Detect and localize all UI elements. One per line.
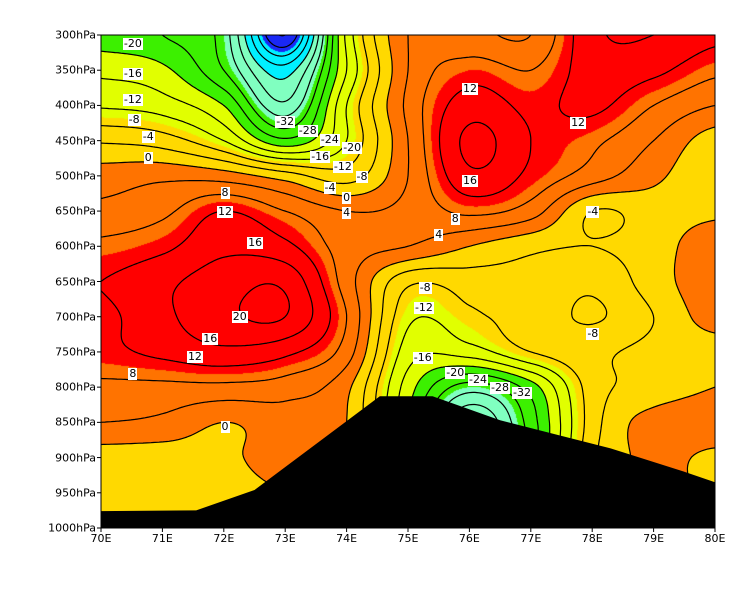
x-tick-label: 73E: [274, 532, 296, 545]
contour-label: 12: [186, 349, 203, 363]
y-tick-label: 350hPa: [55, 63, 96, 77]
axis-ticks: [97, 34, 716, 532]
contour-label: -32: [512, 385, 532, 399]
contour-label: -28: [297, 123, 318, 137]
contour-label: 12: [217, 204, 234, 218]
contour-label: -4: [141, 130, 155, 144]
y-tick-label: 650hPa: [55, 204, 96, 218]
y-tick-label: 1000hPa: [48, 521, 96, 535]
contour-label: -4: [323, 180, 337, 194]
contour-lines: [100, 34, 716, 528]
contour-label: -16: [310, 149, 331, 163]
y-tick-label: 400hPa: [55, 98, 96, 112]
contour-label: 0: [220, 420, 230, 434]
y-tick-label: 950hPa: [55, 486, 96, 500]
contour-line-4: [100, 34, 716, 423]
contour-label: -8: [418, 280, 432, 294]
contour-label: 12: [462, 82, 478, 96]
contour-line-16: [172, 34, 654, 347]
y-tick-label: 850hPa: [55, 415, 96, 429]
contour-label: -24: [319, 132, 340, 146]
contour-line--44: [250, 34, 310, 66]
y-tick-label: 800hPa: [55, 380, 96, 394]
contour-label: 16: [247, 235, 264, 249]
contour-line--48: [257, 34, 305, 57]
contour-label: 4: [342, 206, 352, 220]
contour-label: 8: [220, 185, 230, 199]
contour-label: 20: [231, 309, 248, 323]
y-tick-label: 700hPa: [55, 310, 96, 324]
x-tick-label: 76E: [458, 532, 480, 545]
contour-label: 0: [143, 151, 153, 165]
y-tick-label: 900hPa: [55, 451, 96, 465]
x-tick-label: 78E: [581, 532, 603, 545]
y-tick-label: 600hPa: [55, 239, 96, 253]
contour-label: 8: [450, 211, 460, 225]
contour-label: -12: [122, 92, 143, 106]
x-tick-label: 74E: [336, 532, 358, 545]
y-tick-label: 650hPa: [55, 275, 96, 288]
contour-label: 0: [342, 191, 352, 205]
contour-label: -8: [355, 170, 369, 184]
x-tick-label: 72E: [213, 532, 235, 545]
y-tick-label: 500hPa: [55, 169, 96, 183]
x-tick-label: 77E: [520, 532, 542, 545]
plot-frame: [100, 34, 716, 529]
contour-line-0: [100, 34, 716, 528]
contour-label: -12: [413, 301, 434, 315]
contour-label: -20: [445, 366, 466, 380]
x-tick-label: 79E: [643, 532, 665, 545]
contour-line-8: [100, 34, 716, 384]
contour-label: -8: [586, 327, 600, 341]
contour-label: 8: [128, 367, 138, 381]
plot-area: -20 -16 -12 -8 -4 0 8 12 16 20 16 12 8 0 -32 -28 -24 -20-…: [97, 34, 716, 532]
contour-label: 4: [434, 228, 444, 242]
terrain-mask: [101, 396, 715, 528]
x-tick-label: 70E: [90, 532, 112, 545]
contour-label: -16: [412, 351, 433, 365]
contour-label: -20: [122, 37, 143, 51]
contour-label: -8: [127, 113, 141, 127]
y-tick-label: 750hPa: [55, 345, 96, 359]
contour-label: 16: [462, 173, 478, 187]
contour-overlay: [97, 34, 716, 532]
contour-label: -28: [490, 380, 510, 394]
contour-line--52: [265, 34, 298, 48]
y-tick-label: 450hPa: [55, 134, 96, 148]
contour-label: -16: [122, 66, 143, 80]
x-tick-label: 75E: [397, 532, 419, 545]
contour-label: -12: [332, 159, 353, 173]
contour-label: 16: [202, 332, 219, 346]
contour-label: -32: [275, 115, 296, 129]
contour-line-12: [100, 34, 716, 367]
contour-label: -20: [342, 140, 363, 154]
contour-label: 12: [570, 116, 587, 130]
y-tick-label: 300hPa: [55, 28, 96, 42]
x-tick-label: 80E: [704, 532, 726, 545]
contour-label: -4: [586, 204, 600, 218]
contour-label: -24: [468, 373, 488, 387]
x-tick-label: 71E: [151, 532, 173, 545]
